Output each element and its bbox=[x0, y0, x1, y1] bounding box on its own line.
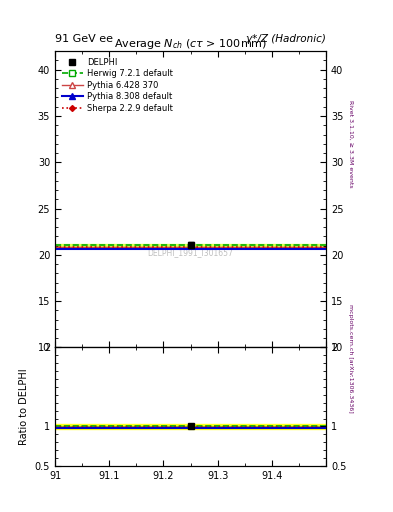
Y-axis label: Ratio to DELPHI: Ratio to DELPHI bbox=[19, 368, 29, 445]
Text: γ*/Z (Hadronic): γ*/Z (Hadronic) bbox=[246, 33, 326, 44]
Text: 91 GeV ee: 91 GeV ee bbox=[55, 33, 113, 44]
Legend: DELPHI, Herwig 7.2.1 default, Pythia 6.428 370, Pythia 8.308 default, Sherpa 2.2: DELPHI, Herwig 7.2.1 default, Pythia 6.4… bbox=[59, 55, 175, 115]
Text: Rivet 3.1.10, ≥ 3.3M events: Rivet 3.1.10, ≥ 3.3M events bbox=[348, 99, 353, 187]
Title: Average $N_{ch}$ ($c\tau$ > 100mm): Average $N_{ch}$ ($c\tau$ > 100mm) bbox=[114, 37, 267, 51]
Text: DELPHI_1991_I301657: DELPHI_1991_I301657 bbox=[148, 248, 233, 257]
Text: mcplots.cern.ch [arXiv:1306.3436]: mcplots.cern.ch [arXiv:1306.3436] bbox=[348, 304, 353, 413]
